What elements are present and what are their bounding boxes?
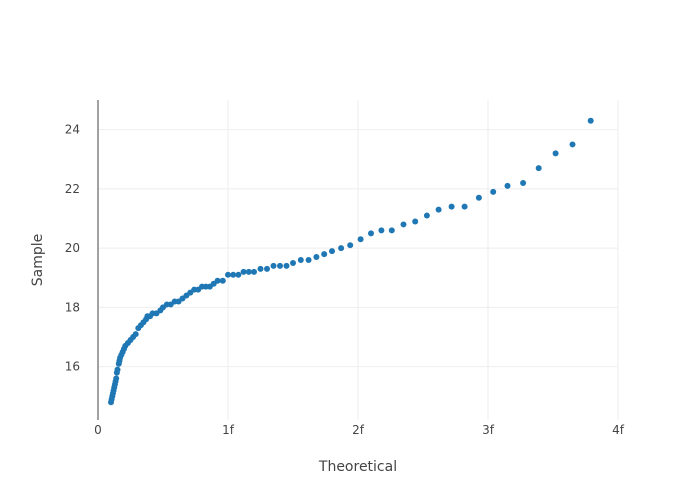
data-point [219,277,226,284]
x-tick-label: 1f [222,423,235,437]
data-point [277,262,283,269]
data-point [423,212,430,219]
data-point [132,331,139,338]
y-tick-label: 20 [65,241,80,255]
x-axis-title: Theoretical [318,459,397,475]
data-point [461,203,468,210]
data-point [240,268,247,275]
x-tick-labels: 0 1f 2f 3f 4f [94,423,625,437]
y-axis-title: Sample [30,234,46,287]
data-point [305,257,312,263]
y-tick-label: 22 [65,182,80,196]
data-point [264,265,270,272]
data-point [214,277,221,284]
data-point [257,265,264,272]
data-point [230,271,237,278]
y-tick-label: 16 [65,360,80,374]
data-point [520,179,527,186]
y-tick-labels: 16 18 20 22 24 [65,123,80,374]
data-point [587,117,594,124]
data-point [338,245,345,252]
data-point [400,221,407,228]
data-point [552,150,559,157]
data-point [357,236,364,243]
data-point [270,262,277,269]
data-point [368,230,374,237]
y-tick-label: 18 [65,300,80,314]
data-point [475,194,482,201]
data-point [283,262,290,269]
data-point [569,141,576,148]
data-point [535,165,542,172]
data-point [313,254,320,261]
data-point [378,227,385,234]
grid-lines [98,100,619,420]
x-tick-label: 3f [482,423,495,437]
data-point [490,188,497,195]
data-point [245,268,252,275]
data-point [329,248,335,255]
x-tick-label: 4f [612,423,625,437]
data-point [435,206,442,213]
data-point [347,242,354,249]
x-tick-label: 2f [352,423,365,437]
data-point [290,259,296,266]
data-point [113,375,120,382]
data-point [448,203,455,210]
data-point [225,271,231,278]
data-point [114,366,121,373]
data-point [251,268,257,275]
data-point [235,271,242,278]
data-point [504,182,511,189]
y-tick-label: 24 [65,123,80,137]
data-point [321,251,328,258]
x-tick-label: 0 [94,423,102,437]
data-point [388,227,395,234]
data-points [108,117,594,406]
data-point [297,257,304,263]
data-point [412,218,419,225]
